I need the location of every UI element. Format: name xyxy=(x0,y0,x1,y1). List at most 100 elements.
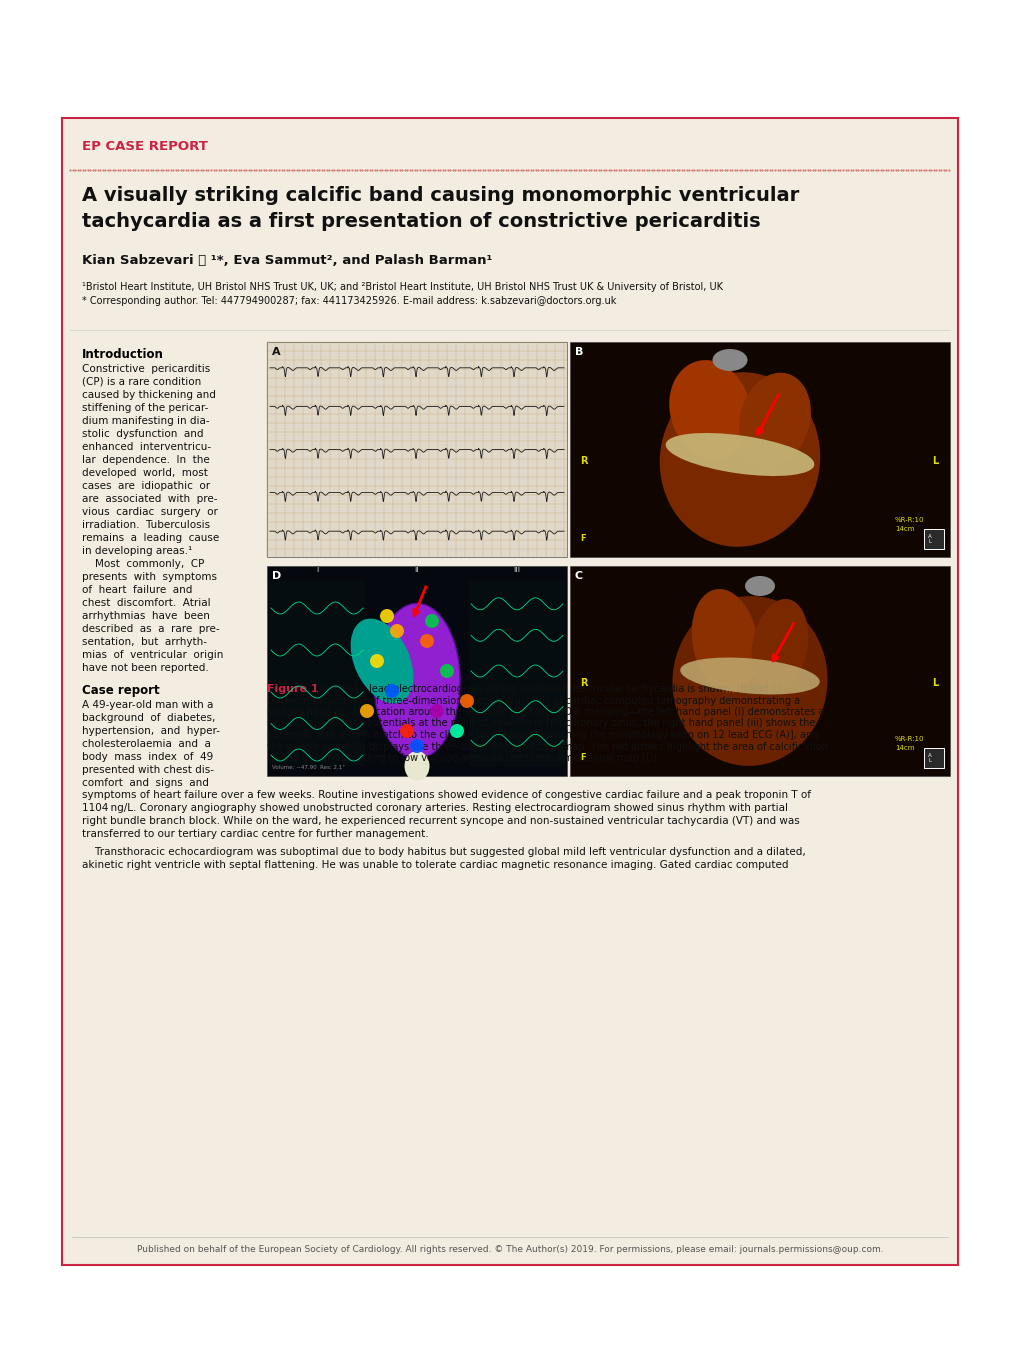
Text: have not been reported.: have not been reported. xyxy=(82,663,209,673)
Circle shape xyxy=(384,684,398,699)
Ellipse shape xyxy=(680,658,819,694)
Text: (A) The 12 lead electrocardiogram during sustained ventricular tachycardia is sh: (A) The 12 lead electrocardiogram during… xyxy=(315,684,782,694)
Bar xyxy=(62,118,957,1265)
Text: 14cm: 14cm xyxy=(894,745,914,752)
Text: chest  discomfort.  Atrial: chest discomfort. Atrial xyxy=(82,598,210,607)
Text: Case report: Case report xyxy=(82,684,159,697)
Text: A
L: A L xyxy=(927,753,931,764)
Bar xyxy=(570,342,949,557)
Text: F: F xyxy=(580,534,585,544)
Circle shape xyxy=(439,665,453,678)
Text: R: R xyxy=(580,457,587,466)
Text: right bundle branch block. While on the ward, he experienced recurrent syncope a: right bundle branch block. While on the … xyxy=(82,815,799,826)
Bar xyxy=(267,565,567,776)
Circle shape xyxy=(360,704,374,718)
Text: (B and C) corresponding to low voltage areas on the three-dimensional map (D).: (B and C) corresponding to low voltage a… xyxy=(267,753,659,762)
Text: B: B xyxy=(575,347,583,357)
Text: described  as  a  rare  pre-: described as a rare pre- xyxy=(82,624,219,635)
Bar xyxy=(570,565,949,776)
Text: background  of  diabetes,: background of diabetes, xyxy=(82,713,215,723)
Text: striking band of calcification around the annulus; (D) Carto 3D® mapping—the lef: striking band of calcification around th… xyxy=(267,707,823,718)
Text: (CP) is a rare condition: (CP) is a rare condition xyxy=(82,376,201,387)
Text: pacemap with a 89% match to the clinical tachycardia [matching the morphology se: pacemap with a 89% match to the clinical… xyxy=(267,730,817,741)
Ellipse shape xyxy=(739,372,810,466)
Text: R: R xyxy=(580,678,587,688)
Ellipse shape xyxy=(751,599,807,693)
Text: Constrictive  pericarditis: Constrictive pericarditis xyxy=(82,364,210,374)
Text: presents  with  symptoms: presents with symptoms xyxy=(82,572,217,582)
Text: 1104 ng/L. Coronary angiography showed unobstructed coronary arteries. Resting e: 1104 ng/L. Coronary angiography showed u… xyxy=(82,803,788,813)
Text: %R-R:10: %R-R:10 xyxy=(894,737,923,742)
Text: transferred to our tertiary cardiac centre for further management.: transferred to our tertiary cardiac cent… xyxy=(82,829,428,839)
Text: F: F xyxy=(580,753,585,762)
Text: symptoms of heart failure over a few weeks. Routine investigations showed eviden: symptoms of heart failure over a few wee… xyxy=(82,790,810,800)
Text: Introduction: Introduction xyxy=(82,348,164,361)
Circle shape xyxy=(430,704,443,718)
Text: akinetic right ventricle with septal flattening. He was unable to tolerate cardi: akinetic right ventricle with septal fla… xyxy=(82,860,788,870)
Text: cases  are  idiopathic  or: cases are idiopathic or xyxy=(82,481,210,491)
Text: arrhythmias  have  been: arrhythmias have been xyxy=(82,612,210,621)
Text: enhanced  interventricu-: enhanced interventricu- xyxy=(82,442,211,453)
Text: vious  cardiac  surgery  or: vious cardiac surgery or xyxy=(82,507,218,516)
Text: Kian Sabzevari ⓘ ¹*, Eva Sammut², and Palash Barman¹: Kian Sabzevari ⓘ ¹*, Eva Sammut², and Pa… xyxy=(82,254,492,266)
Text: A: A xyxy=(272,347,280,357)
Text: lar  dependence.  In  the: lar dependence. In the xyxy=(82,455,210,465)
Text: stiffening of the pericar-: stiffening of the pericar- xyxy=(82,404,208,413)
Ellipse shape xyxy=(712,349,747,371)
Text: dium manifesting in dia-: dium manifesting in dia- xyxy=(82,416,210,425)
Text: are  associated  with  pre-: are associated with pre- xyxy=(82,495,217,504)
Text: * Corresponding author. Tel: 447794900287; fax: 441173425926. E-mail address: k.: * Corresponding author. Tel: 44779490028… xyxy=(82,296,615,306)
Text: mias  of  ventricular  origin: mias of ventricular origin xyxy=(82,650,223,660)
Text: stolic  dysfunction  and: stolic dysfunction and xyxy=(82,429,204,439)
Ellipse shape xyxy=(744,576,774,597)
Ellipse shape xyxy=(351,618,413,704)
Bar xyxy=(267,342,567,557)
Circle shape xyxy=(460,694,474,708)
Text: the middle panel (ii) displays the three-dimensional voltage map. The red arrows: the middle panel (ii) displays the three… xyxy=(267,742,827,752)
Text: Volume: ~47.90  Res: 2.1°: Volume: ~47.90 Res: 2.1° xyxy=(272,765,344,771)
Bar xyxy=(923,529,943,549)
Text: sinus beat with late potentials at the point of ablation in the coronary sinus, : sinus beat with late potentials at the p… xyxy=(267,719,814,728)
Text: hypertension,  and  hyper-: hypertension, and hyper- xyxy=(82,726,220,737)
Text: A visually striking calcific band causing monomorphic ventricular: A visually striking calcific band causin… xyxy=(82,186,799,205)
Text: comfort  and  signs  and: comfort and signs and xyxy=(82,777,209,788)
Ellipse shape xyxy=(659,372,819,546)
Text: sentation,  but  arrhyth-: sentation, but arrhyth- xyxy=(82,637,207,647)
Text: Published on behalf of the European Society of Cardiology. All rights reserved. : Published on behalf of the European Soci… xyxy=(137,1245,882,1254)
Ellipse shape xyxy=(672,597,826,766)
Text: EP CASE REPORT: EP CASE REPORT xyxy=(82,140,208,154)
Text: of  heart  failure  and: of heart failure and xyxy=(82,584,193,595)
Text: A
L: A L xyxy=(927,534,931,545)
Text: 14cm: 14cm xyxy=(894,526,914,531)
Text: in developing areas.¹: in developing areas.¹ xyxy=(82,546,192,556)
Ellipse shape xyxy=(405,752,429,781)
Text: A 49-year-old man with a: A 49-year-old man with a xyxy=(82,700,213,709)
Ellipse shape xyxy=(374,603,460,758)
Text: presented with chest dis-: presented with chest dis- xyxy=(82,765,214,775)
Bar xyxy=(269,582,365,766)
Text: iii: iii xyxy=(513,565,520,573)
Text: cholesterolaemia  and  a: cholesterolaemia and a xyxy=(82,739,211,749)
Text: C: C xyxy=(575,571,583,582)
Text: Transthoracic echocardiogram was suboptimal due to body habitus but suggested gl: Transthoracic echocardiogram was subopti… xyxy=(82,847,805,858)
Bar xyxy=(923,747,943,768)
Text: D: D xyxy=(272,571,281,582)
Text: ii: ii xyxy=(414,565,419,573)
Text: body  mass  index  of  49: body mass index of 49 xyxy=(82,752,213,762)
Text: tachycardia as a first presentation of constrictive pericarditis: tachycardia as a first presentation of c… xyxy=(82,212,760,231)
Text: Different projections of three-dimensional reconstructions of cardiac computed t: Different projections of three-dimension… xyxy=(267,696,799,705)
Circle shape xyxy=(389,624,404,637)
Text: %R-R:10: %R-R:10 xyxy=(894,516,923,523)
Circle shape xyxy=(420,635,433,648)
Text: caused by thickening and: caused by thickening and xyxy=(82,390,216,400)
Text: i: i xyxy=(316,565,318,573)
Bar xyxy=(469,582,565,766)
Text: developed  world,  most: developed world, most xyxy=(82,467,208,478)
Text: irradiation.  Tuberculosis: irradiation. Tuberculosis xyxy=(82,520,210,530)
Ellipse shape xyxy=(668,360,750,459)
Circle shape xyxy=(410,739,424,753)
Ellipse shape xyxy=(665,434,813,476)
Text: Figure 1: Figure 1 xyxy=(267,684,318,694)
Circle shape xyxy=(370,654,383,669)
Text: remains  a  leading  cause: remains a leading cause xyxy=(82,533,219,544)
